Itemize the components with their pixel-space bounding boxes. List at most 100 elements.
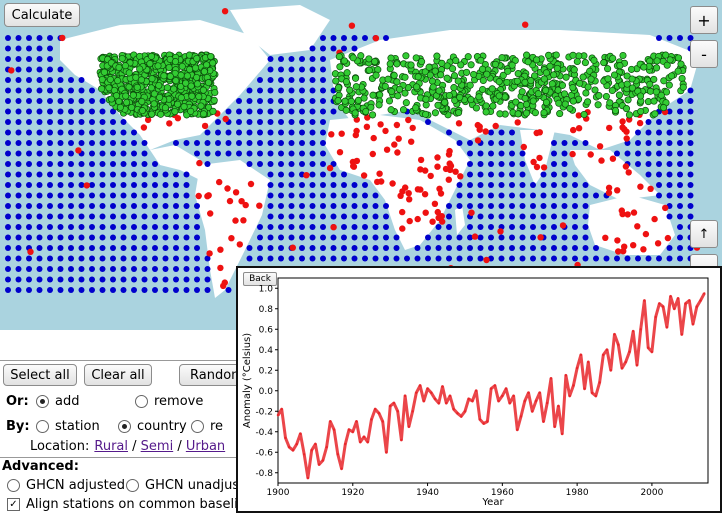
remove-radio[interactable] xyxy=(135,394,148,408)
grid-cell[interactable] xyxy=(152,203,158,209)
rural-station[interactable] xyxy=(622,105,631,113)
grid-cell[interactable] xyxy=(152,287,158,293)
rural-station[interactable] xyxy=(402,99,410,107)
grid-cell[interactable] xyxy=(47,35,53,41)
grid-cell[interactable] xyxy=(110,203,116,209)
grid-cell[interactable] xyxy=(152,255,158,262)
grid-cell[interactable] xyxy=(341,245,347,251)
grid-cell[interactable] xyxy=(677,129,683,136)
rural-station[interactable] xyxy=(375,101,383,109)
grid-cell[interactable] xyxy=(488,182,494,188)
urban-station[interactable] xyxy=(369,150,376,158)
urban-station[interactable] xyxy=(422,167,429,174)
grid-cell[interactable] xyxy=(677,234,683,241)
grid-cell[interactable] xyxy=(572,224,578,230)
rural-station[interactable] xyxy=(628,84,636,92)
rural-station[interactable] xyxy=(475,93,483,101)
grid-cell[interactable] xyxy=(498,182,505,188)
urban-station[interactable] xyxy=(247,180,255,188)
grid-cell[interactable] xyxy=(267,245,274,251)
grid-cell[interactable] xyxy=(57,245,64,251)
rural-station[interactable] xyxy=(478,65,487,73)
grid-cell[interactable] xyxy=(330,245,337,251)
urban-station[interactable] xyxy=(353,127,360,135)
rural-station[interactable] xyxy=(183,72,191,80)
grid-cell[interactable] xyxy=(141,161,148,167)
grid-cell[interactable] xyxy=(456,203,463,209)
grid-cell[interactable] xyxy=(288,224,295,230)
grid-cell[interactable] xyxy=(162,192,169,199)
grid-cell[interactable] xyxy=(110,161,116,167)
grid-cell[interactable] xyxy=(246,255,253,262)
grid-cell[interactable] xyxy=(509,213,515,220)
grid-cell[interactable] xyxy=(299,108,305,115)
grid-cell[interactable] xyxy=(309,45,316,52)
grid-cell[interactable] xyxy=(687,150,694,157)
grid-cell[interactable] xyxy=(152,171,158,178)
grid-cell[interactable] xyxy=(173,203,179,209)
ghcn-unadjusted-radio[interactable] xyxy=(126,478,139,492)
grid-cell[interactable] xyxy=(15,56,22,62)
rural-station[interactable] xyxy=(441,98,449,106)
grid-cell[interactable] xyxy=(309,56,316,62)
grid-cell[interactable] xyxy=(152,213,158,220)
grid-cell[interactable] xyxy=(183,287,190,293)
grid-cell[interactable] xyxy=(26,287,32,293)
grid-cell[interactable] xyxy=(15,66,22,73)
grid-cell[interactable] xyxy=(183,213,190,220)
grid-cell[interactable] xyxy=(141,171,148,178)
grid-cell[interactable] xyxy=(236,150,242,157)
grid-cell[interactable] xyxy=(78,192,85,199)
grid-cell[interactable] xyxy=(5,234,11,241)
grid-cell[interactable] xyxy=(309,98,316,104)
pan-up-button[interactable]: ↑ xyxy=(690,220,718,248)
grid-cell[interactable] xyxy=(110,150,116,157)
rural-station[interactable] xyxy=(170,85,178,93)
grid-cell[interactable] xyxy=(666,140,673,146)
grid-cell[interactable] xyxy=(593,192,599,199)
grid-cell[interactable] xyxy=(194,213,200,220)
rural-station[interactable] xyxy=(387,106,395,114)
back-button[interactable]: Back xyxy=(243,272,277,286)
grid-cell[interactable] xyxy=(488,150,494,157)
rural-station[interactable] xyxy=(457,61,465,69)
grid-cell[interactable] xyxy=(530,213,536,220)
grid-cell[interactable] xyxy=(173,224,179,230)
rural-station[interactable] xyxy=(456,93,464,101)
urban-station[interactable] xyxy=(222,115,229,123)
grid-cell[interactable] xyxy=(467,234,473,241)
grid-cell[interactable] xyxy=(131,140,137,146)
rural-station[interactable] xyxy=(107,95,116,103)
grid-cell[interactable] xyxy=(162,287,169,293)
urban-station[interactable] xyxy=(427,172,434,180)
grid-cell[interactable] xyxy=(68,171,74,178)
grid-cell[interactable] xyxy=(257,224,263,230)
grid-cell[interactable] xyxy=(425,119,431,125)
grid-cell[interactable] xyxy=(267,56,274,62)
calculate-button[interactable]: Calculate xyxy=(4,3,80,27)
rural-station[interactable] xyxy=(174,100,182,108)
grid-cell[interactable] xyxy=(99,192,106,199)
grid-cell[interactable] xyxy=(57,129,64,136)
grid-cell[interactable] xyxy=(666,182,673,188)
grid-cell[interactable] xyxy=(477,182,484,188)
grid-cell[interactable] xyxy=(288,87,295,94)
grid-cell[interactable] xyxy=(341,171,347,178)
grid-cell[interactable] xyxy=(5,213,11,220)
grid-cell[interactable] xyxy=(341,192,347,199)
grid-cell[interactable] xyxy=(488,245,494,251)
rural-station[interactable] xyxy=(550,71,558,79)
grid-cell[interactable] xyxy=(299,56,305,62)
grid-cell[interactable] xyxy=(456,140,463,146)
grid-cell[interactable] xyxy=(15,182,22,188)
grid-cell[interactable] xyxy=(351,192,358,199)
rural-station[interactable] xyxy=(569,84,577,92)
grid-cell[interactable] xyxy=(288,192,295,199)
rural-station[interactable] xyxy=(148,75,156,83)
grid-cell[interactable] xyxy=(519,224,526,230)
grid-cell[interactable] xyxy=(299,87,305,94)
grid-cell[interactable] xyxy=(15,171,22,178)
grid-cell[interactable] xyxy=(309,182,316,188)
grid-cell[interactable] xyxy=(246,140,253,146)
rural-station[interactable] xyxy=(133,83,141,91)
